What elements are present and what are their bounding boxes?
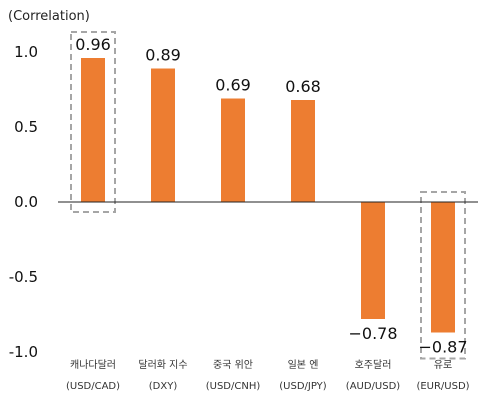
y-tick-label: 0.5 <box>14 118 38 136</box>
data-label: 0.69 <box>215 76 251 95</box>
bars <box>81 58 455 333</box>
category-sublabel: (USD/JPY) <box>279 381 327 392</box>
highlight-boxes <box>70 31 466 360</box>
category-label: 호주달러 <box>355 359 392 371</box>
category-sublabel: (EUR/USD) <box>416 381 469 392</box>
y-axis-label: (Correlation) <box>8 9 90 24</box>
y-tick-label: 1.0 <box>14 43 38 61</box>
bar <box>151 68 175 202</box>
highlight-box <box>70 31 116 213</box>
data-label: −0.87 <box>418 338 467 357</box>
y-axis-ticks: 1.0 0.5 0.0 -0.5 -1.0 <box>9 43 38 361</box>
category-sublabel: (USD/CNH) <box>206 381 261 392</box>
y-tick-label: -1.0 <box>9 343 38 361</box>
data-label: −0.78 <box>348 324 397 343</box>
data-labels: 0.96 0.89 0.69 0.68 −0.78 −0.87 <box>75 35 467 357</box>
y-tick-label: 0.0 <box>14 193 38 211</box>
bar <box>431 202 455 333</box>
category-label: 유로 <box>434 359 452 371</box>
category-sublabel: (DXY) <box>149 381 178 392</box>
data-label: 0.89 <box>145 46 181 65</box>
bar <box>81 58 105 202</box>
highlight-box <box>420 191 466 360</box>
bar <box>361 202 385 319</box>
data-label: 0.96 <box>75 35 111 54</box>
category-sublabel: (AUD/USD) <box>346 381 400 392</box>
y-tick-label: -0.5 <box>9 268 38 286</box>
category-sublabel: (USD/CAD) <box>66 381 120 392</box>
bar <box>221 98 245 202</box>
category-labels: 캐나다달러 (USD/CAD) 달러화 지수 (DXY) 중국 위안 (USD/CNH) 일… <box>66 358 470 392</box>
category-label: 캐나다달러 <box>70 359 116 371</box>
bar <box>291 100 315 202</box>
category-label: 달러화 지수 <box>138 359 187 371</box>
category-label: 일본 엔 <box>288 359 319 371</box>
category-label: 중국 위안 <box>213 358 253 371</box>
data-label: 0.68 <box>285 77 321 96</box>
